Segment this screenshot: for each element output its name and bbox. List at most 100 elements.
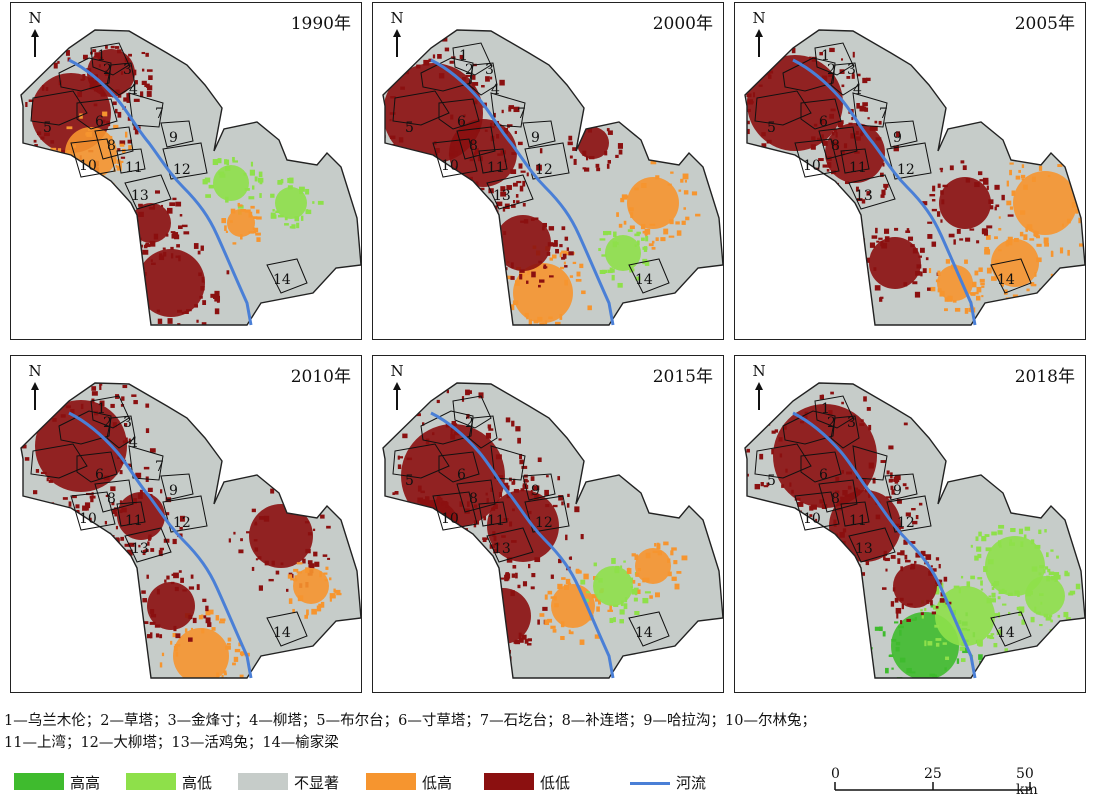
cluster-pixel-ll (42, 152, 45, 158)
cluster-pixel-ll (481, 85, 485, 87)
cluster-pixel-hl (1020, 541, 1023, 547)
cluster-pixel-ll (771, 449, 774, 455)
cluster-pixel-lh (947, 296, 952, 302)
cluster-pixel-ll (240, 538, 243, 541)
cluster-pixel-ll (179, 570, 182, 573)
cluster-pixel-ll (191, 575, 194, 579)
cluster-pixel-ll (517, 438, 521, 444)
cluster-pixel-ll (472, 610, 475, 616)
cluster-pixel-lh (1009, 170, 1012, 175)
cluster-pixel-ll (748, 145, 753, 149)
cluster-pixel-ll (141, 590, 146, 593)
cluster-pixel-lh (333, 589, 335, 593)
cluster-pixel-lh (191, 628, 193, 630)
cluster-pixel-lh (649, 243, 654, 246)
cluster-pixel-lh (660, 237, 665, 241)
cluster-pixel-ll (426, 521, 431, 525)
cluster-pixel-hl (1031, 617, 1035, 622)
cluster-pixel-ll (460, 55, 464, 59)
cluster-pixel-lh (1007, 300, 1011, 306)
cluster-pixel-ll (305, 549, 310, 553)
cluster-pixel-hl (644, 246, 647, 252)
cluster-pixel-ll (846, 472, 852, 475)
cluster-pixel-lh (1024, 157, 1028, 162)
cluster-pixel-lh (1010, 206, 1013, 209)
cluster-pixel-hl (612, 275, 615, 280)
north-arrow: N (387, 362, 407, 410)
cluster-pixel-ll (403, 508, 405, 513)
cluster-pixel-ll (519, 269, 524, 273)
cluster-pixel-ll (908, 237, 913, 241)
cluster-pixel-ll (175, 202, 181, 207)
cluster-pixel-lh (684, 190, 688, 194)
cluster-pixel-ll (780, 506, 783, 509)
cluster-pixel-lh (551, 596, 556, 599)
cluster-pixel-ll (894, 228, 898, 231)
cluster-pixel-ll (116, 526, 118, 529)
cluster-pixel-ll (1008, 214, 1014, 216)
cluster-pixel-lh (619, 224, 623, 228)
cluster-pixel-ll (47, 478, 49, 482)
cluster-pixel-ll (492, 252, 496, 255)
cluster-pixel-lh (965, 308, 969, 314)
cluster-pixel-ll (82, 74, 85, 80)
cluster-pixel-hl (218, 172, 224, 175)
cluster-pixel-ll (608, 160, 611, 164)
cluster-pixel-ll (921, 612, 924, 615)
cluster-pixel-hl (1056, 556, 1059, 559)
legend-swatch-hl (126, 773, 176, 790)
cluster-pixel-lh (570, 631, 573, 634)
cluster-pixel-ll (926, 257, 929, 260)
cluster-pixel-ll (494, 572, 498, 575)
cluster-pixel-ll (524, 219, 528, 223)
cluster-pixel-lh (637, 589, 640, 594)
cluster-pixel-hh (891, 668, 893, 670)
legend-label-hl: 高低 (182, 772, 212, 793)
cluster-pixel-ll (789, 482, 791, 486)
cluster-pixel-ll (905, 487, 908, 490)
cluster-pixel-ll (63, 497, 68, 500)
cluster-pixel-ll (881, 190, 885, 196)
cluster-pixel-ll (413, 533, 416, 536)
cluster-pixel-ll (988, 199, 993, 204)
cluster-pixel-ll (755, 484, 760, 489)
cluster-pixel-ll (905, 555, 908, 560)
cluster-pixel-hl (620, 565, 622, 568)
cluster-pixel-ll (304, 497, 309, 501)
cluster-pixel-lh (560, 636, 564, 640)
cluster-pixel-ll (313, 552, 317, 557)
cluster-pixel-ll (148, 535, 151, 540)
cluster-pixel-ll (936, 606, 939, 609)
map-svg (11, 356, 363, 694)
cluster-pixel-ll (373, 148, 378, 152)
cluster-pixel-ll (830, 109, 835, 112)
cluster-pixel-ll (131, 394, 136, 397)
cluster-blob-ll (747, 55, 843, 151)
cluster-pixel-ll (791, 509, 795, 514)
cluster-pixel-lh (1078, 218, 1080, 224)
cluster-pixel-ll (750, 70, 755, 76)
cluster-pixel-lh (669, 219, 673, 224)
cluster-pixel-ll (447, 554, 452, 557)
cluster-pixel-ll (255, 547, 258, 551)
cluster-pixel-hh (891, 639, 896, 642)
cluster-pixel-ll (401, 516, 404, 521)
cluster-pixel-ll (103, 120, 106, 123)
cluster-pixel-ll (523, 203, 526, 207)
cluster-pixel-lh (185, 628, 187, 632)
cluster-pixel-lh (663, 542, 668, 546)
cluster-pixel-ll (784, 425, 787, 429)
cluster-pixel-hl (209, 185, 214, 189)
cluster-pixel-ll (861, 419, 864, 422)
cluster-pixel-hl (621, 600, 624, 606)
cluster-pixel-ll (392, 543, 396, 548)
cluster-pixel-ll (120, 537, 124, 541)
cluster-pixel-hl (603, 231, 608, 235)
cluster-pixel-ll (145, 53, 148, 57)
cluster-blob-ll (487, 490, 559, 562)
cluster-pixel-ll (451, 430, 453, 435)
cluster-pixel-lh (560, 267, 564, 269)
cluster-pixel-hh (938, 687, 942, 690)
cluster-pixel-hl (1053, 572, 1059, 577)
cluster-pixel-ll (430, 563, 433, 566)
